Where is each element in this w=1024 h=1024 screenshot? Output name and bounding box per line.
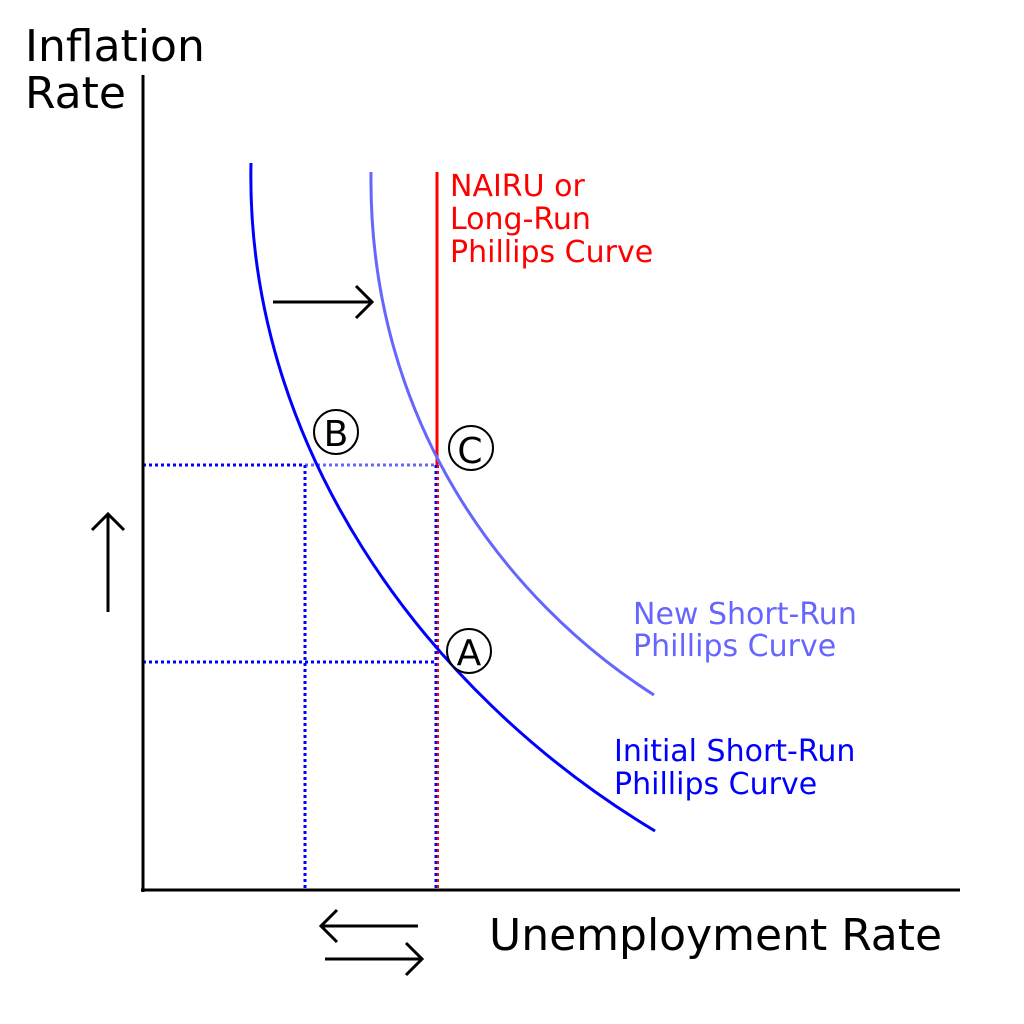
point-c-label: C — [457, 431, 482, 472]
lrpc-label-line1: NAIRU or — [450, 169, 586, 204]
new-srpc-label-line2: Phillips Curve — [633, 629, 836, 664]
new-srpc-label-line1: New Short-Run — [633, 597, 857, 632]
shift-right-arrow-icon — [273, 284, 375, 320]
initial-short-run-phillips-curve — [249, 162, 656, 833]
point-a-label: A — [457, 633, 482, 674]
point-b-label: B — [324, 414, 349, 455]
right-arrow-icon — [325, 941, 425, 977]
lrpc-label-line3: Phillips Curve — [450, 235, 653, 270]
lrpc-label-line2: Long-Run — [450, 202, 591, 237]
point-a: A — [446, 628, 492, 674]
point-c: C — [448, 425, 494, 472]
up-arrow-icon — [90, 511, 126, 612]
y-axis-label-line2: Rate — [25, 68, 126, 119]
new-short-run-phillips-curve — [369, 171, 655, 697]
left-arrow-icon — [318, 908, 418, 944]
initial-srpc-label-line1: Initial Short-Run — [614, 734, 855, 769]
x-axis-label: Unemployment Rate — [489, 910, 942, 961]
y-axis-label-line1: Inflation — [25, 21, 205, 72]
point-b: B — [313, 409, 359, 455]
initial-srpc-label-line2: Phillips Curve — [614, 767, 817, 802]
